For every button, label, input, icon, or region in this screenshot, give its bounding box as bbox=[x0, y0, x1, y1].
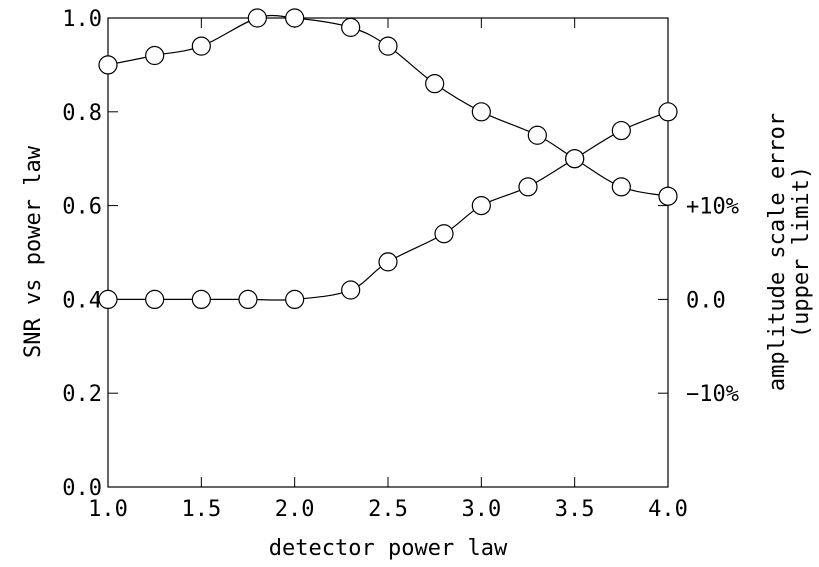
data-point-marker bbox=[191, 36, 211, 56]
y-tick-label: 0.4 bbox=[62, 288, 102, 313]
data-point-marker bbox=[191, 289, 211, 309]
data-point-marker bbox=[378, 36, 398, 56]
data-point-marker bbox=[378, 252, 398, 272]
data-point-marker bbox=[98, 289, 118, 309]
y2-tick-label: +10% bbox=[686, 195, 739, 220]
y2-tick-label: −10% bbox=[686, 382, 739, 407]
y-tick-label: 0.2 bbox=[62, 382, 102, 407]
x-tick-label: 4.0 bbox=[648, 497, 688, 522]
data-point-marker bbox=[471, 196, 491, 216]
y2-tick-label: 0.0 bbox=[686, 288, 726, 313]
data-point-marker bbox=[611, 177, 631, 197]
y-tick-label: 0.8 bbox=[62, 101, 102, 126]
data-point-marker bbox=[247, 8, 267, 28]
series-line-2 bbox=[107, 111, 669, 301]
data-point-marker bbox=[565, 149, 585, 169]
y-axis-title: SNR vs power law bbox=[21, 145, 46, 358]
y-tick-label: 0.0 bbox=[62, 476, 102, 501]
data-point-marker bbox=[425, 74, 445, 94]
y-tick-label: 0.6 bbox=[62, 195, 102, 220]
x-axis-title: detector power law bbox=[269, 536, 508, 561]
data-point-marker bbox=[611, 120, 631, 141]
data-point-marker bbox=[145, 45, 165, 66]
data-point-marker bbox=[285, 289, 305, 309]
x-tick-label: 1.5 bbox=[181, 497, 221, 522]
x-tick-label: 3.0 bbox=[461, 497, 501, 522]
data-point-marker bbox=[238, 289, 258, 309]
x-tick-label: 2.0 bbox=[275, 497, 315, 522]
data-point-marker bbox=[518, 177, 538, 197]
x-tick-label: 2.5 bbox=[368, 497, 408, 522]
data-point-marker bbox=[658, 186, 678, 206]
y2-axis-title: amplitude scale error bbox=[765, 113, 790, 391]
data-point-marker bbox=[341, 17, 361, 37]
data-point-marker bbox=[658, 102, 678, 122]
data-point-marker bbox=[341, 280, 361, 300]
series-markers bbox=[98, 8, 678, 309]
data-point-marker bbox=[98, 55, 118, 75]
x-tick-label: 3.5 bbox=[555, 497, 595, 522]
data-point-marker bbox=[285, 8, 305, 28]
data-point-marker bbox=[145, 289, 165, 309]
data-point-marker bbox=[527, 125, 547, 145]
data-point-marker bbox=[434, 224, 454, 244]
y-tick-label: 1.0 bbox=[62, 7, 102, 32]
axis-tick-labels: 1.0 1.5 2.0 2.5 3.0 3.5 4.0 0.0 0.2 0.4 0.6 0.8 1.0 +… bbox=[62, 7, 739, 522]
data-point-marker bbox=[471, 102, 491, 122]
y2-axis-subtitle: (upper limit) bbox=[789, 166, 814, 338]
x-tick-label: 1.0 bbox=[88, 497, 128, 522]
